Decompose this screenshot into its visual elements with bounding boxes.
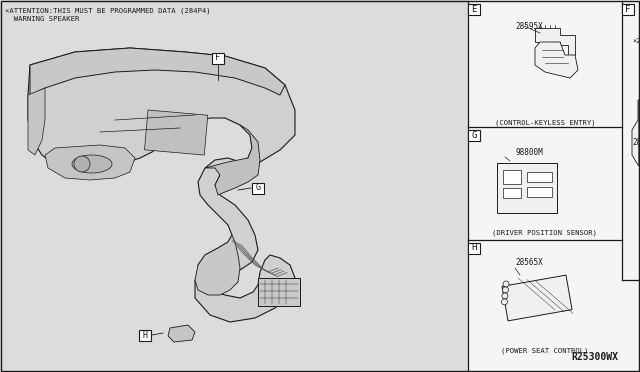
Bar [527, 172, 552, 182]
Polygon shape [168, 325, 195, 342]
Text: 284P3: 284P3 [632, 138, 640, 147]
Text: R25300WX: R25300WX [571, 352, 618, 362]
Bar [252, 183, 264, 193]
Polygon shape [28, 48, 295, 322]
Text: 28595X: 28595X [515, 22, 543, 31]
Circle shape [501, 299, 508, 305]
Bar [468, 3, 480, 15]
Polygon shape [45, 145, 135, 180]
Circle shape [502, 287, 508, 293]
Text: ×284P1: ×284P1 [632, 38, 640, 44]
Polygon shape [502, 275, 572, 321]
Bar [622, 3, 634, 15]
Bar [468, 0, 622, 372]
Text: H: H [143, 330, 147, 340]
Text: 98800M: 98800M [515, 148, 543, 157]
Circle shape [503, 281, 509, 287]
Text: (DRIVER POSITION SENSOR): (DRIVER POSITION SENSOR) [493, 230, 598, 237]
Text: E: E [471, 4, 477, 13]
Text: H: H [471, 244, 477, 253]
Text: ×ATTENTION:THIS MUST BE PROGRAMMED DATA (284P4): ×ATTENTION:THIS MUST BE PROGRAMMED DATA … [5, 8, 211, 15]
Text: G: G [255, 183, 260, 192]
Bar [497, 163, 557, 213]
Polygon shape [535, 42, 578, 78]
Text: (CONTROL-KEYLESS ENTRY): (CONTROL-KEYLESS ENTRY) [495, 120, 595, 126]
Bar [468, 243, 480, 253]
Bar [527, 187, 552, 197]
Polygon shape [205, 125, 260, 195]
Text: F: F [625, 4, 630, 13]
Circle shape [502, 293, 508, 299]
Bar [258, 278, 300, 306]
Text: WARNING SPEAKER: WARNING SPEAKER [5, 16, 79, 22]
Bar [503, 188, 521, 198]
Bar [622, 0, 640, 372]
Circle shape [74, 156, 90, 172]
Bar [212, 52, 224, 64]
Bar [139, 330, 151, 340]
Polygon shape [535, 28, 575, 55]
Bar [468, 129, 480, 141]
Text: 28565X: 28565X [515, 258, 543, 267]
Text: (POWER SEAT CONTROL): (POWER SEAT CONTROL) [501, 348, 589, 355]
Text: G: G [471, 131, 477, 140]
Bar [145, 110, 208, 155]
Text: F: F [216, 54, 221, 62]
Polygon shape [28, 88, 45, 155]
Polygon shape [195, 235, 240, 295]
Bar [0, 0, 468, 372]
Polygon shape [30, 48, 285, 95]
Polygon shape [632, 98, 640, 175]
Bar [503, 170, 521, 184]
Ellipse shape [72, 155, 112, 173]
